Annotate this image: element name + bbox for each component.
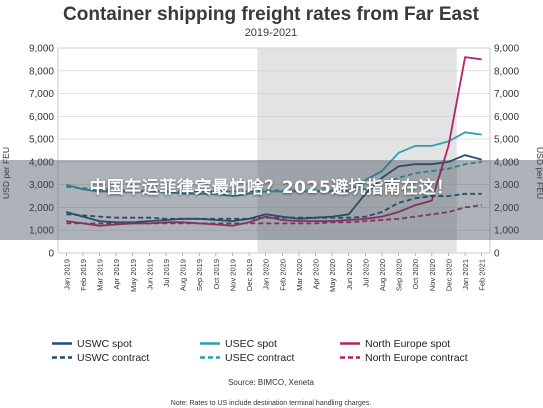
x-tick-label: Feb 2020 (278, 259, 287, 291)
series-line-north-europe-spot (66, 56, 482, 227)
y-axis-left: 0 1,000 2,000 3,000 4,000 5,000 6,000 7,000 8,00… (29, 44, 54, 260)
x-tick-label: Nov 2019 (228, 259, 237, 291)
y-tick-label-left: 8,000 (29, 66, 54, 77)
x-tick-label: Aug 2019 (179, 259, 188, 291)
y-tick-label-right: 8,000 (494, 66, 519, 77)
legend-label: USWC contract (77, 352, 149, 364)
chart-note: Note: Rates to US include destination te… (171, 400, 371, 407)
legend-label: USEC spot (225, 338, 277, 350)
x-tick-label: Oct 2020 (411, 259, 420, 289)
x-tick-label: Aug 2020 (378, 259, 387, 291)
banner-overlay (0, 160, 543, 240)
x-tick-label: Mar 2019 (96, 259, 105, 291)
gridlines (58, 47, 490, 254)
x-tick-label: Dec 2019 (245, 259, 254, 291)
y-axis-label-left: USD per FEU (1, 147, 11, 199)
legend-label: North Europe contract (365, 352, 468, 364)
x-tick-label: May 2019 (129, 259, 138, 292)
x-tick-label: Jul 2019 (162, 259, 171, 287)
x-tick-label: Apr 2020 (312, 259, 321, 289)
x-tick-label: Mar 2020 (295, 259, 304, 291)
legend-label: USEC contract (225, 352, 295, 364)
y-tick-label-left: 3,000 (29, 180, 54, 191)
y-tick-label-right: 6,000 (494, 112, 519, 123)
y-tick-label-left: 5,000 (29, 135, 54, 146)
x-tick-label: Nov 2020 (428, 259, 437, 291)
series-line-usec-spot (66, 131, 482, 198)
y-axis-right: 0 1,000 2,000 3,000 4,000 5,000 6,000 7,000 8,00… (494, 44, 519, 260)
x-tick-label: Feb 2019 (79, 259, 88, 291)
y-tick-label-left: 1,000 (29, 226, 54, 237)
y-tick-label-left: 2,000 (29, 203, 54, 214)
chart-title: Container shipping freight rates from Fa… (63, 4, 480, 25)
x-tick-label: Jan 2021 (461, 259, 470, 290)
x-tick-label: Dec 2020 (444, 259, 453, 291)
series-line-north-europe-contract (66, 204, 482, 225)
y-tick-label-right: 1,000 (494, 226, 519, 237)
legend: USWC spot USWC contract USEC spot USEC cont… (52, 338, 468, 364)
y-tick-label-right: 7,000 (494, 89, 519, 100)
x-tick-label: Jun 2020 (345, 259, 354, 290)
y-tick-label-right: 3,000 (494, 180, 519, 191)
x-tick-label: Feb 2021 (478, 259, 487, 291)
x-tick-label: Jan 2019 (62, 259, 71, 290)
y-axis-label-right: USD per FEU (535, 147, 543, 199)
y-tick-label-right: 9,000 (494, 44, 519, 55)
x-tick-label: Jun 2019 (145, 259, 154, 290)
series-lines (66, 56, 482, 227)
y-tick-label-right: 0 (494, 249, 500, 260)
y-tick-label-right: 4,000 (494, 157, 519, 168)
banner-text[interactable]: 中国车运菲律宾最怕啥？2025避坑指南在这！ (89, 178, 454, 198)
x-tick-label: Oct 2019 (212, 259, 221, 289)
y-tick-label-left: 4,000 (29, 157, 54, 168)
y-tick-label-left: 6,000 (29, 112, 54, 123)
chart-source: Source: BIMCO, Xeneta (228, 378, 314, 387)
y-tick-label-left: 0 (48, 249, 54, 260)
legend-label: North Europe spot (365, 338, 450, 350)
y-tick-label-left: 7,000 (29, 89, 54, 100)
x-tick-label: Jan 2020 (262, 259, 271, 290)
y-tick-label-right: 2,000 (494, 203, 519, 214)
x-tick-label: Apr 2019 (112, 259, 121, 289)
y-tick-label-right: 5,000 (494, 135, 519, 146)
x-tick-label: May 2020 (328, 259, 337, 292)
x-tick-label: Sep 2020 (395, 259, 404, 291)
chart-subtitle: 2019-2021 (245, 27, 298, 39)
x-tick-label: Jul 2020 (361, 259, 370, 287)
series-line-uswc-spot (66, 154, 482, 224)
series-line-usec-contract (66, 161, 482, 193)
x-tick-label: Sep 2019 (195, 259, 204, 291)
legend-label: USWC spot (77, 338, 132, 350)
y-tick-label-left: 9,000 (29, 44, 54, 55)
x-axis: Jan 2019 Feb 2019 Mar 2019 Apr 2019 May 2019… (62, 253, 487, 292)
